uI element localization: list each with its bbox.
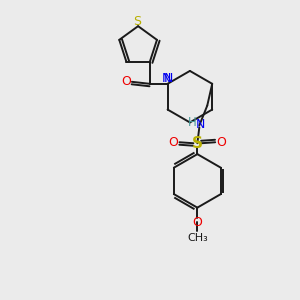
Text: CH₃: CH₃: [187, 233, 208, 243]
Text: O: O: [192, 216, 202, 229]
Text: S: S: [133, 15, 141, 28]
Text: N: N: [164, 72, 173, 85]
Text: O: O: [169, 136, 178, 149]
Text: O: O: [121, 75, 131, 88]
Text: N: N: [162, 72, 171, 85]
Text: N: N: [196, 118, 205, 131]
Text: H: H: [188, 116, 197, 129]
Text: S: S: [192, 136, 203, 151]
Text: O: O: [216, 136, 226, 149]
